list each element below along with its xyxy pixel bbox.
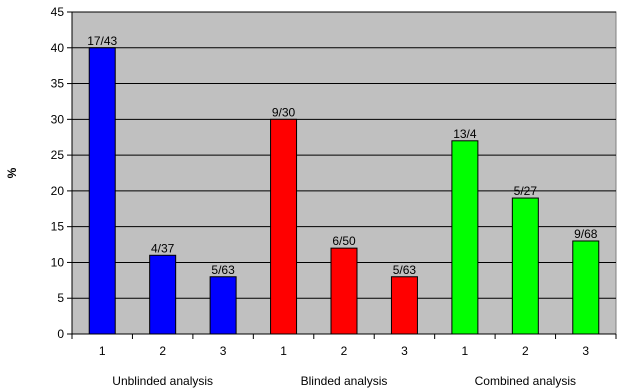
group-label: Combined analysis <box>475 374 576 388</box>
bar <box>390 276 418 335</box>
x-tick-label: 1 <box>99 344 106 358</box>
y-tick-label: 40 <box>51 41 65 55</box>
bar-data-label: 5/63 <box>393 263 417 277</box>
bar-data-label: 17/43 <box>87 34 117 48</box>
y-axis-label: % <box>5 167 19 178</box>
bar-data-label: 4/37 <box>151 241 175 255</box>
bar <box>451 140 479 335</box>
x-tick-label: 1 <box>280 344 287 358</box>
x-tick-label: 3 <box>582 344 589 358</box>
bar-data-label: 9/30 <box>272 105 296 119</box>
x-tick-label: 2 <box>522 344 529 358</box>
bar-data-label: 5/27 <box>514 184 538 198</box>
bar <box>209 276 237 335</box>
y-tick-label: 10 <box>51 255 65 269</box>
y-tick-label: 30 <box>51 112 65 126</box>
group-label: Blinded analysis <box>301 374 388 388</box>
bar <box>330 247 358 335</box>
x-tick-label: 3 <box>401 344 408 358</box>
y-tick-label: 20 <box>51 184 65 198</box>
bar-data-label: 5/63 <box>211 263 235 277</box>
bar-data-label: 6/50 <box>332 234 356 248</box>
bars: 17/43 4/37 5/63 9/30 6/50 5/63 13/4 5/27 9/68 <box>87 34 600 335</box>
x-tick-label: 1 <box>462 344 469 358</box>
bar <box>149 254 177 335</box>
bar <box>88 47 116 335</box>
y-tick-label: 25 <box>51 148 65 162</box>
x-tick-label: 2 <box>159 344 166 358</box>
bar <box>511 197 539 335</box>
x-tick-label: 3 <box>220 344 227 358</box>
y-tick-label: 5 <box>57 291 64 305</box>
bar-data-label: 13/4 <box>453 127 477 141</box>
x-tick-label: 2 <box>341 344 348 358</box>
y-tick-label: 15 <box>51 220 65 234</box>
bar <box>270 118 298 335</box>
axes: 0 5 10 15 20 25 30 35 40 45 1 2 3 1 2 3 1 2 3 Unblinded ana… <box>51 5 617 388</box>
y-tick-label: 0 <box>57 327 64 341</box>
group-label: Unblinded analysis <box>112 374 213 388</box>
bar-data-label: 9/68 <box>574 227 598 241</box>
bar <box>572 240 600 335</box>
y-tick-label: 45 <box>51 5 65 19</box>
y-tick-label: 35 <box>51 77 65 91</box>
